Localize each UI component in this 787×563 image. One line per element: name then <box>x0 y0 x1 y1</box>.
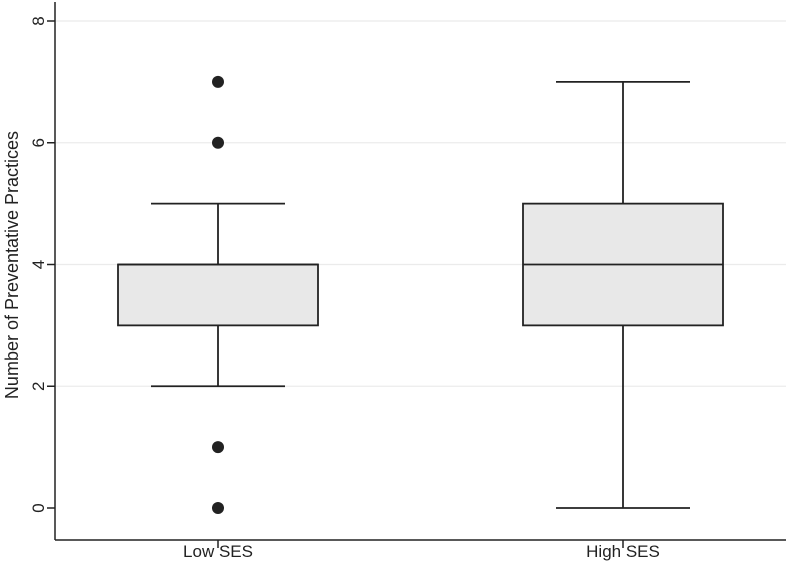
x-tick-label-high-ses: High SES <box>586 542 660 561</box>
box-low-ses <box>117 263 319 327</box>
y-tick-label-2: 2 <box>29 382 48 391</box>
outlier-low-ses-1 <box>212 441 224 454</box>
y-tick-label-6: 6 <box>29 138 48 147</box>
y-tick-label-0: 0 <box>29 503 48 512</box>
y-tick-label-8: 8 <box>29 16 48 25</box>
axes: 0 2 4 6 8 Low SES High SES <box>29 2 786 561</box>
x-tick-label-low-ses: Low SES <box>183 542 253 561</box>
outlier-low-ses-3 <box>212 75 224 88</box>
y-tick-label-4: 4 <box>29 260 48 269</box>
y-axis-title: Number of Preventative Practices <box>2 131 22 399</box>
plot-area <box>117 75 724 514</box>
outlier-low-ses-2 <box>212 136 224 149</box>
outlier-low-ses-0 <box>212 502 224 514</box>
